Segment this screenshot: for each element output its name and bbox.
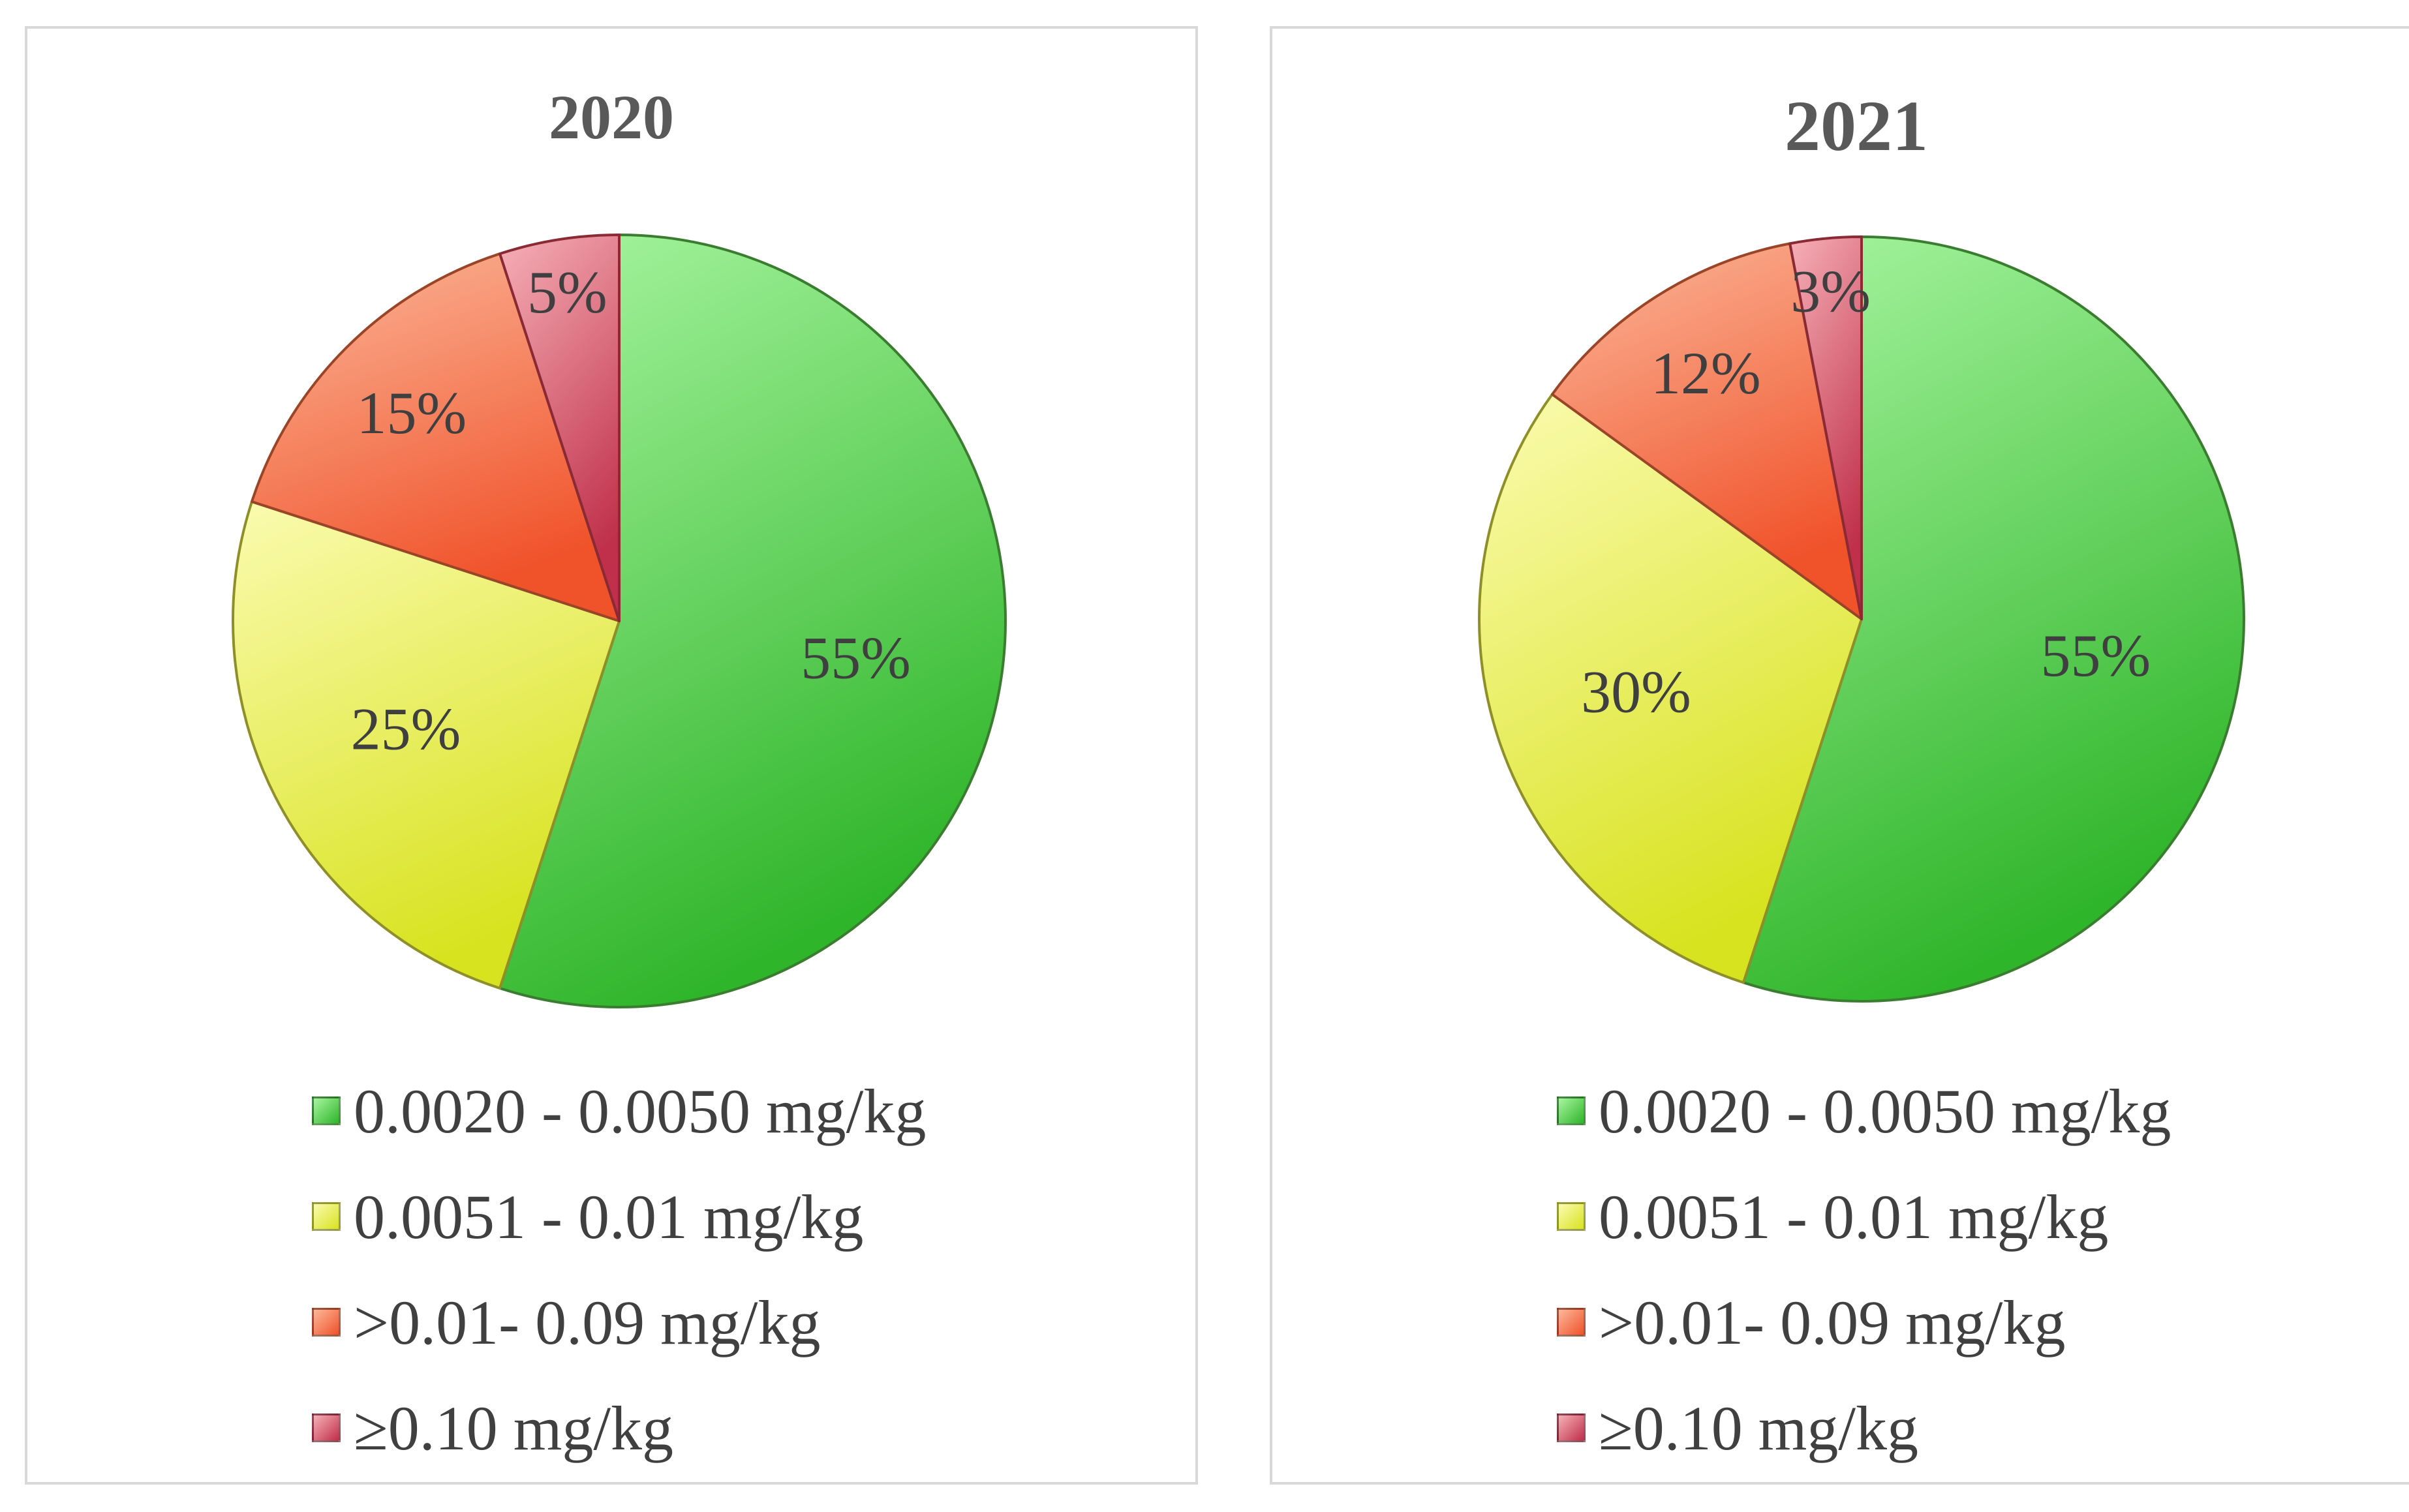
slice-data-label: 12%: [1651, 340, 1761, 406]
slice-data-label: 3%: [1790, 258, 1871, 324]
pie-slice-green: [1742, 235, 2245, 1003]
legend-label: 0.0020 - 0.0050 mg/kg: [354, 1076, 927, 1146]
pie-chart-2020: 55% 25% 15% 5%: [232, 234, 1007, 1008]
pie-slice-red: [499, 234, 621, 622]
legend-label: >0.01- 0.09 mg/kg: [354, 1287, 821, 1357]
chart-title: 2020: [549, 82, 674, 152]
chart-title: 2021: [1785, 86, 1928, 166]
legend-swatch-red: [1557, 1414, 1586, 1442]
legend-item-orange: >0.01- 0.09 mg/kg: [312, 1269, 926, 1375]
legend-swatch-orange: [1557, 1308, 1586, 1337]
legend-swatch-red: [312, 1414, 341, 1442]
slice-data-label: 30%: [1581, 658, 1691, 725]
legend-label: >0.01- 0.09 mg/kg: [1599, 1287, 2066, 1357]
legend-item-yellow: 0.0051 - 0.01 mg/kg: [1557, 1164, 2171, 1269]
slice-data-label: 25%: [351, 696, 461, 763]
slice-data-label: 55%: [801, 624, 911, 691]
legend-item-yellow: 0.0051 - 0.01 mg/kg: [312, 1164, 926, 1269]
legend-item-red: ≥0.10 mg/kg: [1557, 1375, 2171, 1481]
legend-item-green: 0.0020 - 0.0050 mg/kg: [1557, 1058, 2171, 1164]
slice-data-label: 55%: [2041, 622, 2151, 689]
pie-slice-green: [499, 234, 1007, 1008]
legend-label: 0.0020 - 0.0050 mg/kg: [1599, 1076, 2171, 1146]
legend: 0.0020 - 0.0050 mg/kg 0.0051 - 0.01 mg/k…: [1557, 1058, 2171, 1481]
legend-label: ≥0.10 mg/kg: [354, 1393, 674, 1463]
legend-swatch-yellow: [1557, 1202, 1586, 1231]
legend-swatch-yellow: [312, 1202, 341, 1231]
pie-slice-orange: [250, 252, 621, 622]
slice-data-label: 15%: [357, 380, 467, 446]
legend-item-red: ≥0.10 mg/kg: [312, 1375, 926, 1481]
chart-panel-2021: 2021 55% 30% 12% 3% 0.0020 - 0.0050 mg/kg 0…: [1270, 26, 2409, 1485]
legend-swatch-green: [1557, 1096, 1586, 1125]
legend-item-orange: >0.01- 0.09 mg/kg: [1557, 1269, 2171, 1375]
pie-slice-orange: [1550, 242, 1863, 620]
legend-swatch-green: [312, 1096, 341, 1125]
legend-swatch-orange: [312, 1308, 341, 1337]
pie-slice-yellow: [232, 500, 621, 990]
legend-item-green: 0.0020 - 0.0050 mg/kg: [312, 1058, 926, 1164]
pie-slice-yellow: [1478, 393, 1863, 984]
pie-chart-2021: 55% 30% 12% 3%: [1478, 235, 2245, 1003]
legend-label: 0.0051 - 0.01 mg/kg: [354, 1181, 864, 1252]
slice-data-label: 5%: [527, 259, 607, 325]
chart-panel-2020: 2020 55% 25% 15% 5% 0.0020 - 0.0050 mg/kg 0…: [25, 26, 1198, 1485]
pie-slice-red: [1788, 235, 1863, 620]
legend-label: ≥0.10 mg/kg: [1599, 1393, 1919, 1463]
legend: 0.0020 - 0.0050 mg/kg 0.0051 - 0.01 mg/k…: [312, 1058, 926, 1481]
legend-label: 0.0051 - 0.01 mg/kg: [1599, 1181, 2109, 1252]
